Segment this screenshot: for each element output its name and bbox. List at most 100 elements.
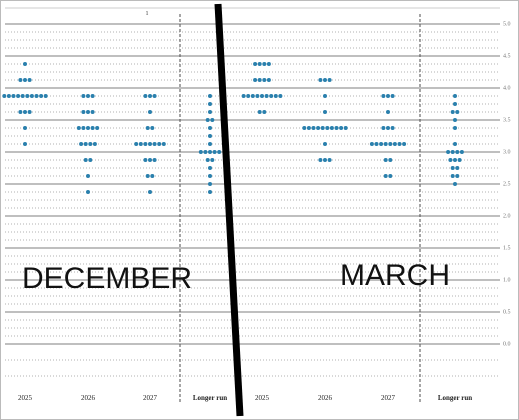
dot <box>27 78 32 82</box>
dot <box>81 94 86 98</box>
dot <box>148 110 152 114</box>
dot <box>241 94 246 98</box>
dot <box>392 142 397 146</box>
y-tick-label: 3.5 <box>503 117 511 123</box>
x-tick-label: Longer run <box>193 394 227 402</box>
dot <box>23 78 27 82</box>
dot <box>43 94 48 98</box>
dot <box>150 174 155 178</box>
dot <box>208 110 212 114</box>
y-tick-label: 2.0 <box>503 213 511 219</box>
dot <box>23 110 27 114</box>
y-tick-label: 5.0 <box>503 21 511 27</box>
x-tick-label: Longer run <box>438 394 472 402</box>
dot <box>386 126 390 130</box>
dot <box>246 94 251 98</box>
dot <box>381 126 386 130</box>
x-tick-label: 2027 <box>143 394 158 402</box>
dot <box>90 126 95 130</box>
dot <box>323 94 327 98</box>
dot <box>208 190 212 194</box>
dot <box>39 94 44 98</box>
dot <box>459 150 464 154</box>
panel-title: MARCH <box>340 259 450 292</box>
dot <box>208 126 212 130</box>
dot <box>257 78 262 82</box>
dot <box>79 142 84 146</box>
dot <box>86 126 90 130</box>
y-tick-label: 3.0 <box>503 149 511 155</box>
dot <box>446 150 451 154</box>
dot <box>453 126 457 130</box>
dot <box>323 78 327 82</box>
dot <box>455 150 460 154</box>
dot <box>318 78 323 82</box>
dot <box>152 94 157 98</box>
dot <box>386 110 390 114</box>
dot <box>455 166 460 170</box>
dot <box>260 94 264 98</box>
dot <box>383 174 388 178</box>
dot <box>208 166 212 170</box>
y-tick-label: 4.5 <box>503 53 511 59</box>
dot <box>453 182 457 186</box>
dot <box>143 94 148 98</box>
dot <box>138 142 143 146</box>
dot <box>11 94 16 98</box>
dot <box>327 78 332 82</box>
dot <box>388 142 393 146</box>
dot <box>217 150 222 154</box>
y-tick-label: 0.0 <box>503 341 511 347</box>
dot <box>145 126 150 130</box>
dot <box>76 126 81 130</box>
dot <box>208 94 212 98</box>
dot <box>208 142 212 146</box>
dot <box>311 126 316 130</box>
dot <box>453 94 457 98</box>
dot <box>266 62 271 66</box>
dot <box>262 78 267 82</box>
dot <box>203 150 208 154</box>
dot <box>208 150 212 154</box>
dot <box>205 158 210 162</box>
y-tick-label: 2.5 <box>503 181 511 187</box>
dot <box>145 174 150 178</box>
y-tick-label: 0.5 <box>503 309 511 315</box>
dot <box>329 126 334 130</box>
dot <box>323 158 327 162</box>
dot <box>325 126 330 130</box>
dot <box>383 142 388 146</box>
dot <box>453 142 457 146</box>
dot <box>208 102 212 106</box>
dot <box>388 174 393 178</box>
dot <box>148 190 152 194</box>
dot <box>90 94 95 98</box>
dot <box>453 118 457 122</box>
dot <box>212 150 217 154</box>
dot <box>83 142 88 146</box>
dot <box>23 126 27 130</box>
dot <box>327 158 332 162</box>
dot <box>148 142 152 146</box>
dot <box>374 142 379 146</box>
dot <box>6 94 11 98</box>
dot <box>152 142 157 146</box>
grid <box>5 23 500 377</box>
dot <box>143 142 148 146</box>
dot <box>205 118 210 122</box>
dot <box>264 94 269 98</box>
x-tick-label: 2025 <box>18 394 33 402</box>
dot <box>88 158 93 162</box>
dot <box>95 126 100 130</box>
dot <box>83 158 88 162</box>
dot <box>390 94 395 98</box>
dot <box>86 174 90 178</box>
dot <box>450 174 455 178</box>
dot <box>257 62 262 66</box>
dot <box>210 118 215 122</box>
dot <box>455 174 460 178</box>
dot <box>25 94 30 98</box>
dot <box>320 126 325 130</box>
